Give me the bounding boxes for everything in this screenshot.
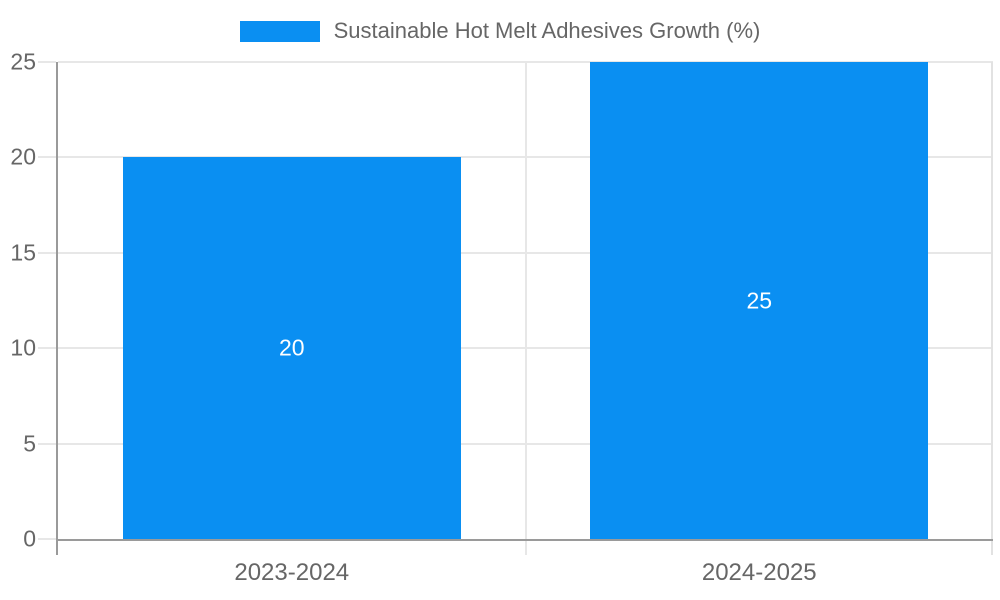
x-axis-tick-label: 2024-2025 <box>701 559 817 586</box>
bar-2023-2024[interactable] <box>122 157 461 539</box>
category-divider-line <box>524 62 527 555</box>
y-axis-tick-label: 15 <box>10 239 36 266</box>
x-axis-line <box>56 539 993 541</box>
plot-area: 0 5 10 15 20 25 20 2023-2024 25 2024-2025 <box>10 50 993 586</box>
y-axis-tick-label: 0 <box>23 525 36 552</box>
y-tick-mark <box>38 442 56 445</box>
plot-right-border <box>991 62 993 555</box>
y-tick-mark <box>38 347 56 350</box>
bar-value-label: 25 <box>746 287 773 313</box>
bar-2024-2025[interactable] <box>590 62 929 539</box>
y-tick-mark <box>38 251 56 254</box>
bar-value-label: 20 <box>278 334 305 361</box>
y-tick-mark <box>38 538 56 540</box>
legend-swatch[interactable] <box>239 20 320 42</box>
y-tick-mark <box>38 156 56 159</box>
y-axis-tick-label: 25 <box>10 48 36 75</box>
y-axis-tick-label: 20 <box>10 143 36 170</box>
chart-legend: Sustainable Hot Melt Adhesives Growth (%… <box>0 18 1000 44</box>
y-axis-tick-label: 5 <box>23 430 36 457</box>
x-axis-tick-label: 2023-2024 <box>234 559 350 586</box>
y-axis-tick-label: 10 <box>10 334 36 361</box>
y-tick-mark <box>38 61 56 63</box>
y-axis-line <box>56 62 58 555</box>
legend-label[interactable]: Sustainable Hot Melt Adhesives Growth (%… <box>333 18 761 43</box>
